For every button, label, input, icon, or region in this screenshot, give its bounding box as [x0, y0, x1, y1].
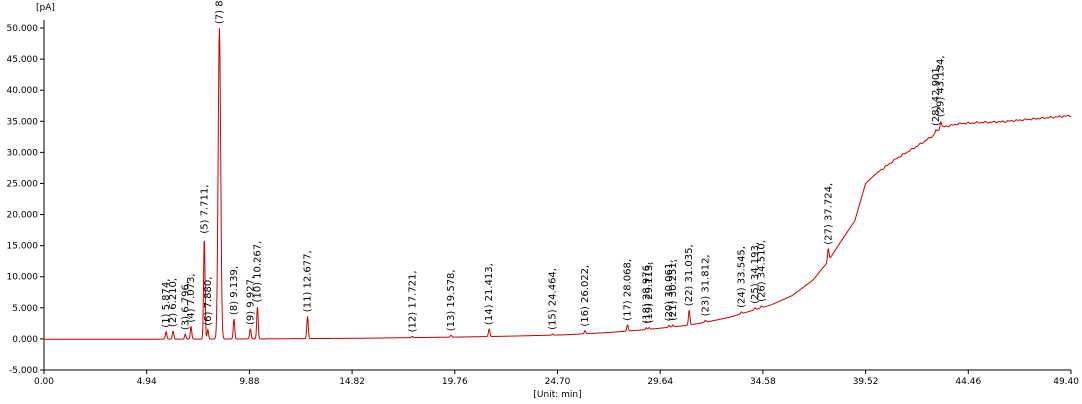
x-tick-label: 24.70 — [545, 377, 571, 387]
peak-label: (21) 30.251, — [668, 259, 679, 321]
peak-label: (27) 37.724, — [823, 183, 834, 245]
x-tick-label: 19.76 — [442, 377, 468, 387]
peak-labels: (1) 5.874,(2) 6.210, (3) 6.796,(4) 7.073,… — [161, 0, 947, 332]
peak-label: (9) 9.927, — [245, 276, 256, 325]
peak-label: (25) 34.193, — [750, 242, 761, 304]
x-tick-label: 39.52 — [853, 377, 879, 387]
x-tick-label: 34.58 — [750, 377, 776, 387]
peak-label: (28) 42.901, — [931, 64, 942, 126]
chromatogram-trace — [44, 28, 1072, 340]
y-tick-label: 45.000 — [7, 55, 39, 65]
x-tick-label: 4.94 — [137, 377, 157, 387]
trace-line — [44, 28, 1072, 340]
peak-label: (5) 7.711, — [199, 185, 210, 234]
x-tick-label: 14.82 — [339, 377, 365, 387]
peak-label: (26) 34.510, — [756, 240, 767, 302]
y-tick-label: 5.000 — [12, 304, 38, 314]
peak-label: (7) 8.438, — [214, 0, 225, 24]
axes: -5.000 0.000 5.000 10.000 15.000 20.000 25.000… — [7, 3, 1080, 400]
peak-label: (12) 17.721, — [407, 270, 418, 332]
peak-label: (24) 33.545, — [736, 246, 747, 308]
peak-label: (13) 19.578, — [446, 269, 457, 331]
peak-label: (11) 12.677, — [303, 250, 314, 312]
peak-label: (18) 28.976, — [641, 262, 652, 324]
y-tick-label: 40.000 — [7, 86, 39, 96]
y-tick-label: 15.000 — [7, 242, 39, 252]
peak-label: (15) 24.464, — [548, 268, 559, 330]
y-tick-label: -5.000 — [9, 366, 38, 376]
peak-label: (2) 6.210, — [168, 278, 179, 327]
x-tick-label: 49.40 — [1053, 377, 1079, 387]
x-tick-label: 44.46 — [955, 377, 981, 387]
peak-label: (8) 9.139, — [229, 266, 240, 315]
y-tick-label: 0.000 — [12, 335, 38, 345]
peak-label: (22) 31.035, — [684, 244, 695, 306]
x-axis-title: [Unit: min] — [533, 390, 581, 400]
y-axis-title: [pA] — [36, 3, 55, 13]
x-tick-label: 9.88 — [239, 377, 259, 387]
y-tick-label: 20.000 — [7, 211, 39, 221]
x-tick-label: 29.64 — [647, 377, 673, 387]
peak-label: (23) 31.812, — [700, 254, 711, 316]
x-tick-label: 0.00 — [34, 377, 54, 387]
peak-label: (3) 6.796, — [180, 281, 191, 330]
peak-label: (16) 26.022, — [580, 265, 591, 327]
peak-label: (29) 43.134, — [936, 55, 947, 117]
y-tick-label: 10.000 — [7, 273, 39, 283]
y-tick-label: 50.000 — [7, 24, 39, 34]
peak-label: (19) 29.113, — [644, 262, 655, 324]
y-tick-label: 25.000 — [7, 179, 39, 189]
peak-label: (10) 10.267, — [252, 241, 263, 303]
peak-label: (14) 21.413, — [484, 263, 495, 325]
peak-label: (4) 7.073, — [186, 273, 197, 322]
peak-label: (6) 7.880, — [203, 277, 214, 326]
peak-label: (20) 30.061, — [664, 260, 675, 322]
y-tick-label: 30.000 — [7, 148, 39, 158]
peak-label: (1) 5.874, — [161, 279, 172, 328]
peak-label: (17) 28.068, — [623, 259, 634, 321]
y-tick-label: 35.000 — [7, 117, 39, 127]
